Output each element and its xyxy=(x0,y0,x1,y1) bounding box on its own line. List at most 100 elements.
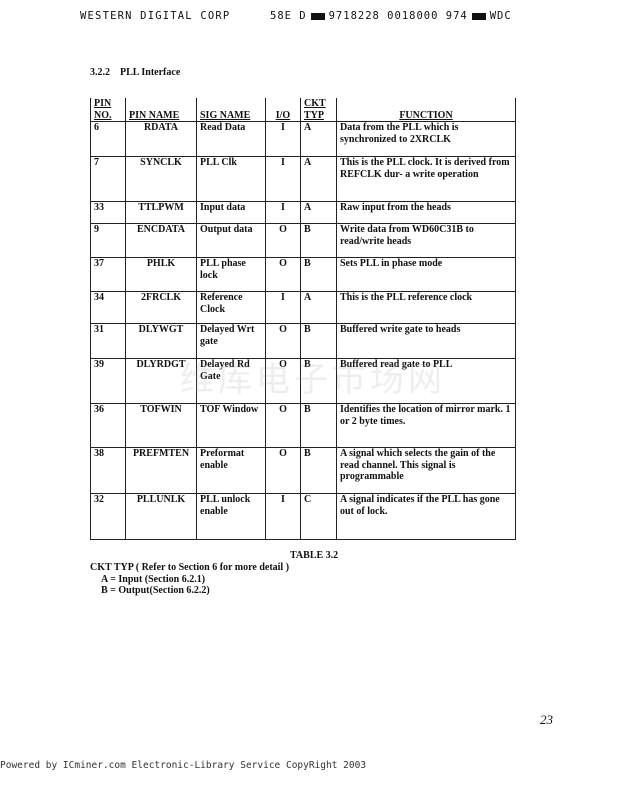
table-row: 37 PHLK PLL phase lock O B Sets PLL in phase … xyxy=(90,257,516,292)
io-cell: I xyxy=(265,156,301,202)
table-row: 36 TOFWIN TOF Window O B Identifies the locat… xyxy=(90,403,516,448)
section-heading: 3.2.2 PLL Interface xyxy=(90,67,190,78)
col-pin-name: PIN NAME xyxy=(125,98,197,122)
section-number: 3.2.2 xyxy=(90,67,110,78)
col-ckt-typ: CKT TYP xyxy=(300,98,337,122)
ckt-typ-cell: B xyxy=(300,447,337,494)
sig-name-cell: Output data xyxy=(196,223,266,258)
sig-name-cell: PLL Clk xyxy=(196,156,266,202)
pin-name-cell: 2FRCLK xyxy=(125,291,197,324)
sig-name-cell: Delayed Wrt gate xyxy=(196,323,266,359)
io-cell: O xyxy=(265,358,301,404)
function-cell: A signal indicates if the PLL has gone o… xyxy=(336,493,516,540)
notes: CKT TYP ( Refer to Section 6 for more de… xyxy=(90,562,289,597)
ckt-typ-cell: A xyxy=(300,291,337,324)
pin-name-cell: SYNCLK xyxy=(125,156,197,202)
col-pin-no: PIN NO. xyxy=(90,98,126,122)
header-company: WESTERN DIGITAL CORP xyxy=(80,10,231,22)
pin-no-cell: 31 xyxy=(90,323,126,359)
io-cell: I xyxy=(265,121,301,157)
function-cell: Sets PLL in phase mode xyxy=(336,257,516,292)
pin-name-cell: PHLK xyxy=(125,257,197,292)
pin-name-cell: TTLPWM xyxy=(125,201,197,224)
table-row: 32 PLLUNLK PLL unlock enable I C A signal ind… xyxy=(90,493,516,540)
table-row: 34 2FRCLK Reference Clock I A This is the PLL… xyxy=(90,291,516,324)
pin-no-cell: 7 xyxy=(90,156,126,202)
pin-no-cell: 32 xyxy=(90,493,126,540)
footer: Powered by ICminer.com Electronic-Librar… xyxy=(0,760,367,771)
sig-name-cell: Preformat enable xyxy=(196,447,266,494)
function-cell: Buffered write gate to heads xyxy=(336,323,516,359)
pin-no-cell: 38 xyxy=(90,447,126,494)
black-block xyxy=(310,12,325,20)
pin-no-cell: 6 xyxy=(90,121,126,157)
ckt-typ-cell: B xyxy=(300,403,337,448)
function-cell: Buffered read gate to PLL xyxy=(336,358,516,404)
io-cell: I xyxy=(265,493,301,540)
pin-no-cell: 33 xyxy=(90,201,126,224)
function-cell: Data from the PLL which is synchronized … xyxy=(336,121,516,157)
col-io: I/O xyxy=(265,98,301,122)
col-sig-name: SIG NAME xyxy=(196,98,266,122)
sig-name-cell: Input data xyxy=(196,201,266,224)
header-code1: 58E D xyxy=(270,10,307,22)
ckt-typ-cell: C xyxy=(300,493,337,540)
table-row: 38 PREFMTEN Preformat enable O B A signal whi… xyxy=(90,447,516,494)
black-block xyxy=(471,12,486,20)
pin-name-cell: DLYWGT xyxy=(125,323,197,359)
pin-no-cell: 9 xyxy=(90,223,126,258)
io-cell: I xyxy=(265,201,301,224)
function-cell: Identifies the location of mirror mark. … xyxy=(336,403,516,448)
header-code3: WDC xyxy=(489,10,512,22)
table-row: 7 SYNCLK PLL Clk I A This is the PLL clock. I… xyxy=(90,156,516,202)
table-caption: TABLE 3.2 xyxy=(290,550,339,561)
sig-name-cell: Read Data xyxy=(196,121,266,157)
pin-name-cell: PREFMTEN xyxy=(125,447,197,494)
header-code2: 9718228 0018000 974 xyxy=(328,10,468,22)
page-number: 23 xyxy=(540,712,553,727)
ckt-typ-cell: B xyxy=(300,257,337,292)
pin-name-cell: RDATA xyxy=(125,121,197,157)
pin-no-cell: 36 xyxy=(90,403,126,448)
io-cell: O xyxy=(265,403,301,448)
ckt-typ-cell: B xyxy=(300,358,337,404)
pin-name-cell: TOFWIN xyxy=(125,403,197,448)
sig-name-cell: Delayed Rd Gate xyxy=(196,358,266,404)
notes-title: CKT TYP ( Refer to Section 6 for more de… xyxy=(90,562,290,573)
function-cell: A signal which selects the gain of the r… xyxy=(336,447,516,494)
note-a: A = Input (Section 6.2.1) xyxy=(101,573,206,585)
table-row: 33 TTLPWM Input data I A Raw input from the h… xyxy=(90,201,516,224)
table-row: 9 ENCDATA Output data O B Write data from WD6… xyxy=(90,223,516,258)
ckt-typ-cell: A xyxy=(300,201,337,224)
section-title: PLL Interface xyxy=(120,67,181,78)
sig-name-cell: PLL phase lock xyxy=(196,257,266,292)
io-cell: I xyxy=(265,291,301,324)
ckt-typ-cell: A xyxy=(300,121,337,157)
table-row: 39 DLYRDGT Delayed Rd Gate O B Buffered read … xyxy=(90,358,516,404)
ckt-typ-cell: A xyxy=(300,156,337,202)
col-function: FUNCTION xyxy=(336,98,516,122)
pin-table: PIN NO. PIN NAME SIG NAME I/O CKT TYP FU… xyxy=(90,98,516,540)
sig-name-cell: PLL unlock enable xyxy=(196,493,266,540)
ckt-typ-cell: B xyxy=(300,223,337,258)
io-cell: O xyxy=(265,323,301,359)
io-cell: O xyxy=(265,447,301,494)
sig-name-cell: TOF Window xyxy=(196,403,266,448)
function-cell: Raw input from the heads xyxy=(336,201,516,224)
pin-name-cell: PLLUNLK xyxy=(125,493,197,540)
header-codes: 58E D 9718228 0018000 974 WDC xyxy=(270,10,512,22)
pin-name-cell: ENCDATA xyxy=(125,223,197,258)
function-cell: This is the PLL clock. It is derived fro… xyxy=(336,156,516,202)
note-b: B = Output(Section 6.2.2) xyxy=(101,585,210,596)
sig-name-cell: Reference Clock xyxy=(196,291,266,324)
io-cell: O xyxy=(265,223,301,258)
pin-no-cell: 37 xyxy=(90,257,126,292)
io-cell: O xyxy=(265,257,301,292)
table-row: 6 RDATA Read Data I A Data from the PLL which… xyxy=(90,121,516,157)
pin-name-cell: DLYRDGT xyxy=(125,358,197,404)
watermark: 维库电子市场网 xyxy=(180,360,446,400)
function-cell: Write data from WD60C31B to read/write h… xyxy=(336,223,516,258)
table-row: 31 DLYWGT Delayed Wrt gate O B Buffered write… xyxy=(90,323,516,359)
pin-no-cell: 39 xyxy=(90,358,126,404)
